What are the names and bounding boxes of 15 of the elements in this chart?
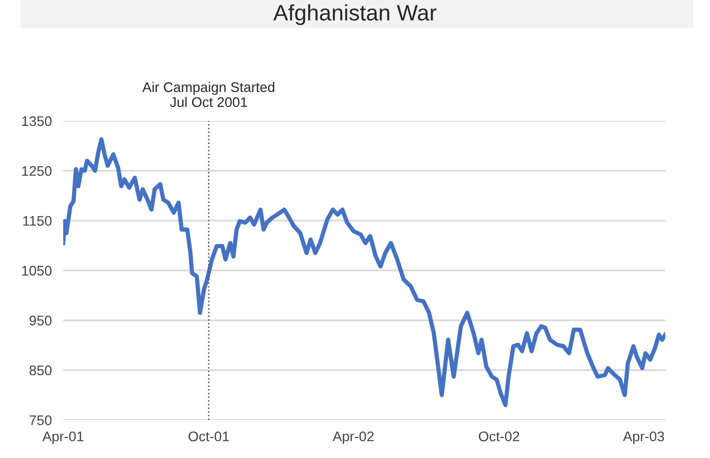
chart-title: Afghanistan War	[273, 4, 436, 26]
y-tick-label: 850	[30, 365, 52, 376]
x-tick-label: Apr-02	[332, 431, 374, 444]
y-tick-label: 1050	[22, 266, 52, 276]
x-tick-label: Apr-01	[42, 431, 84, 444]
y-tick-label: 1350	[22, 116, 52, 126]
y-tick-label: 750	[30, 415, 52, 426]
x-tick-label: Oct-01	[188, 431, 229, 442]
y-tick-label: 1250	[22, 166, 52, 176]
line-series	[63, 137, 666, 408]
x-tick-label: Apr-03	[622, 431, 664, 444]
ref-line-label: Air Campaign Started Jul Oct 2001	[142, 82, 274, 108]
y-tick-label: 1150	[23, 216, 52, 226]
x-tick-label: Oct-02	[478, 431, 520, 442]
y-tick-label: 950	[30, 316, 52, 326]
